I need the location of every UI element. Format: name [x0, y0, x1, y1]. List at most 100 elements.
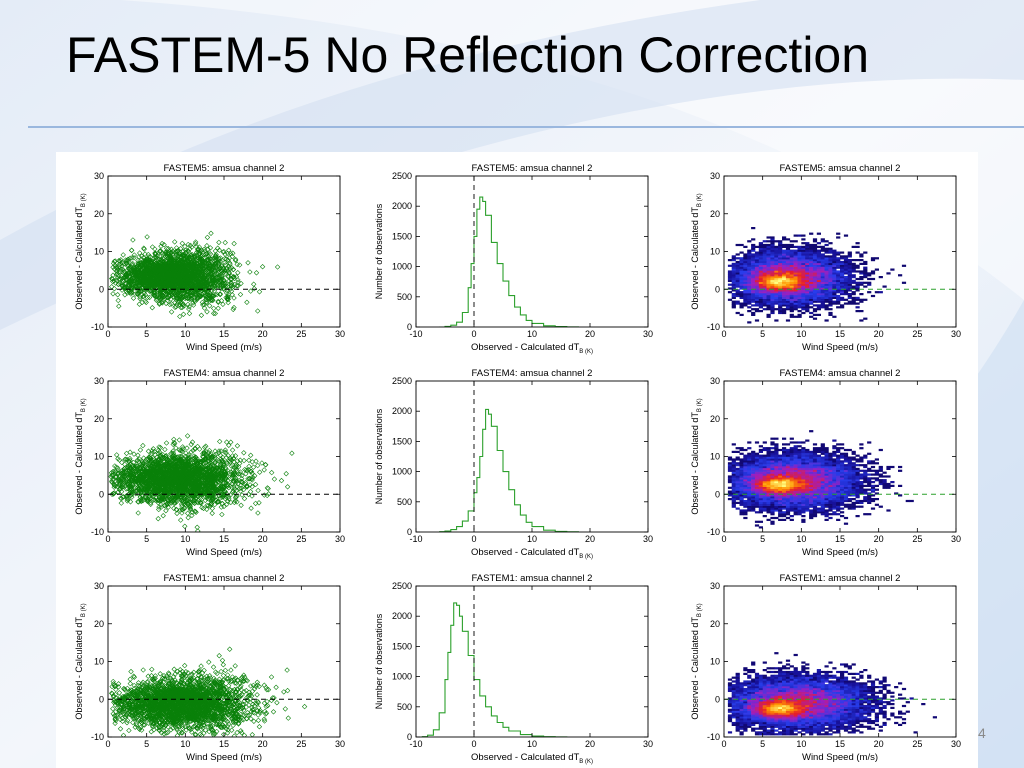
density-cell — [797, 251, 802, 254]
density-cell — [843, 257, 849, 260]
density-cell — [820, 262, 825, 265]
scatter-point — [155, 516, 161, 522]
density-cell — [809, 266, 814, 269]
density-cell — [809, 287, 814, 290]
density-cell — [863, 260, 868, 264]
density-cell — [758, 266, 763, 269]
density-cell — [774, 285, 779, 288]
density-cell — [847, 281, 852, 284]
density-cell — [812, 298, 818, 301]
density-cell — [735, 302, 740, 305]
density-cell — [754, 245, 760, 248]
density-cell — [812, 300, 818, 303]
density-cell — [735, 283, 740, 286]
scatter-point — [197, 248, 203, 254]
density-cell — [793, 245, 798, 248]
scatter-point — [241, 495, 248, 502]
density-cell — [735, 253, 740, 256]
density-cell — [793, 302, 798, 305]
density-cell — [797, 257, 802, 260]
density-cell — [778, 281, 783, 284]
density-cell — [805, 257, 810, 260]
density-cell — [820, 247, 825, 250]
scatter-point — [251, 285, 257, 292]
scatter-point — [142, 251, 148, 257]
density-cell — [797, 274, 802, 277]
density-cell — [747, 251, 752, 254]
density-cell — [851, 302, 856, 305]
density-cell — [824, 287, 829, 290]
density-cell — [758, 260, 763, 264]
scatter-point — [264, 485, 271, 491]
scatter-point — [149, 264, 155, 270]
density-cell — [797, 300, 802, 303]
density-cell — [758, 289, 763, 292]
density-cell — [809, 298, 814, 301]
density-cell — [770, 308, 775, 311]
scatter-point — [196, 276, 202, 282]
density-cell — [824, 276, 829, 279]
density-cell — [751, 255, 756, 258]
density-cell — [774, 279, 779, 282]
density-cell — [793, 257, 798, 260]
density-cell — [816, 260, 821, 264]
density-cell — [758, 262, 763, 265]
density-cell — [812, 245, 818, 248]
scatter-point — [224, 296, 230, 302]
scatter-point — [235, 270, 241, 276]
density-cell — [789, 262, 794, 265]
density-cell — [766, 245, 771, 248]
density-cell — [770, 306, 775, 309]
density-cell — [774, 259, 779, 262]
density-cell — [797, 279, 802, 282]
scatter-point — [265, 485, 271, 492]
density-cell — [789, 251, 794, 254]
scatter-point — [116, 258, 122, 264]
scatter-point — [186, 281, 193, 288]
density-cell — [727, 287, 733, 290]
density-cell — [789, 272, 794, 275]
density-cell — [805, 296, 810, 299]
density-cell — [770, 296, 775, 299]
scatter-point — [135, 261, 142, 268]
density-cell — [778, 285, 783, 288]
scatter-point — [191, 259, 197, 265]
density-cell — [816, 253, 821, 256]
density-cell — [812, 251, 818, 254]
density-cell — [809, 253, 814, 256]
density-cell — [747, 253, 752, 256]
scatter-point — [109, 276, 115, 282]
scatter-point — [195, 247, 202, 253]
density-cell — [778, 287, 783, 290]
scatter-point — [130, 459, 137, 466]
scatter-point — [176, 284, 182, 290]
density-cell — [824, 289, 829, 292]
density-cell — [778, 245, 783, 248]
density-cell — [747, 277, 752, 281]
density-cell — [743, 294, 748, 298]
density-cell — [731, 272, 736, 275]
density-cell — [824, 291, 829, 294]
density-cell — [731, 268, 736, 271]
density-cell — [751, 289, 756, 292]
scatter-point — [174, 510, 180, 517]
scatter-point — [112, 280, 119, 286]
density-cell — [843, 234, 849, 237]
density-cell — [754, 308, 760, 311]
scatter-point — [121, 285, 127, 291]
scatter-point — [141, 260, 147, 266]
density-cell — [832, 283, 837, 286]
density-cell — [801, 266, 806, 269]
density-cell — [847, 289, 852, 292]
density-cell — [766, 272, 771, 275]
density-cell — [812, 260, 818, 264]
density-cell — [731, 293, 736, 296]
scatter-point — [128, 289, 134, 296]
x-tick-label: 5 — [760, 329, 765, 339]
x-tick-label: 20 — [258, 329, 268, 339]
density-cell — [847, 276, 852, 279]
scatter-point — [248, 288, 254, 294]
density-cell — [801, 247, 806, 250]
density-cell — [770, 264, 775, 267]
